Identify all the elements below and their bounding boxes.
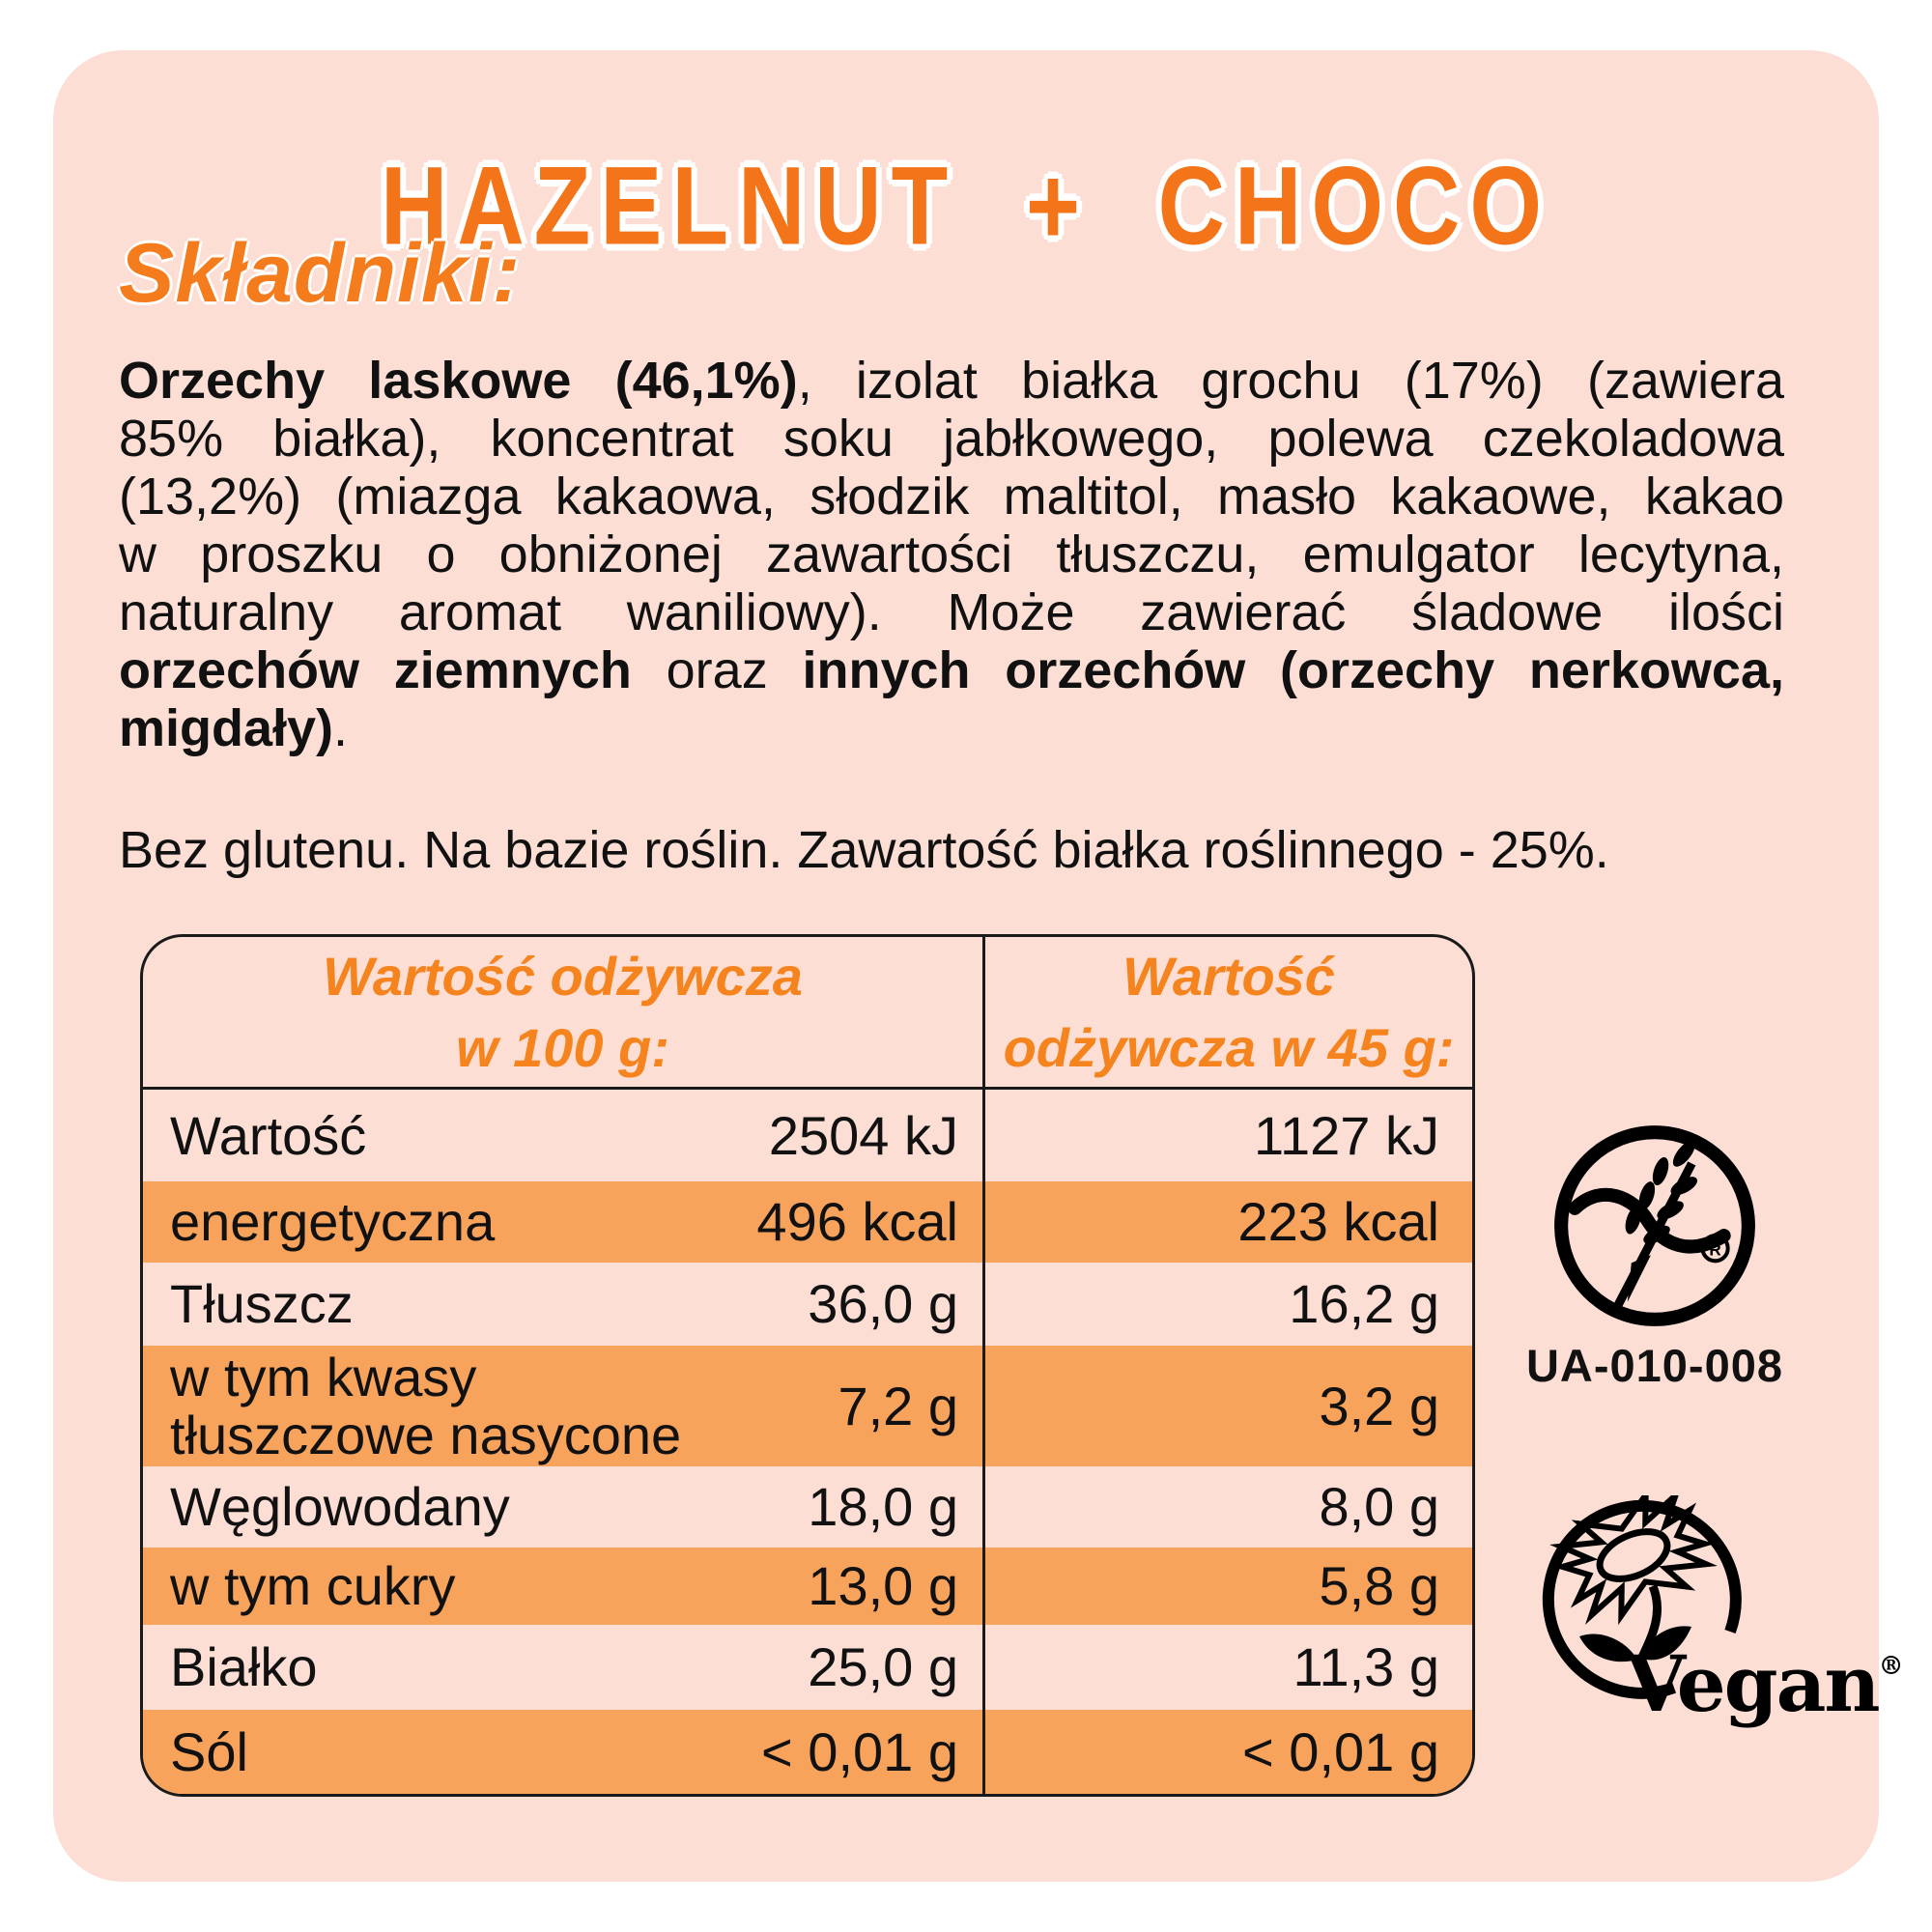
ingredients-line: Orzechy laskowe (46,1%), izolat białka g…	[119, 352, 1784, 410]
table-row: w tym cukry 13,0 g 5,8 g	[143, 1548, 1472, 1625]
vegan-certification: Vegan®	[1541, 1485, 1904, 1814]
vegan-sunflower-icon	[1542, 1485, 1742, 1699]
registered-mark: R	[1709, 1239, 1721, 1259]
value-per-45g: 8,0 g	[1319, 1476, 1439, 1537]
table-row: w tym kwasy tłuszczowe nasycone 7,2 g 3,2…	[143, 1346, 1472, 1466]
ingredients-line: (13,2%) (miazga kakaowa, słodzik maltito…	[119, 468, 1784, 526]
ingredients-line: w proszku o obniżonej zawartości tłuszcz…	[119, 526, 1784, 583]
row-label: Węglowodany	[170, 1476, 510, 1537]
row-label: energetyczna	[170, 1191, 496, 1252]
value-per-45g: < 0,01 g	[1242, 1720, 1439, 1782]
allergen-bold: orzechów ziemnych	[119, 641, 632, 699]
value-per-100g: 25,0 g	[808, 1636, 958, 1697]
ingredients-line: 85% białka), koncentrat soku jabłkowego,…	[119, 410, 1784, 468]
value-per-45g: 1127 kJ	[1254, 1104, 1439, 1166]
ingredient-text: oraz	[631, 641, 803, 699]
row-label: w tym kwasy tłuszczowe nasycone	[170, 1346, 682, 1465]
gluten-free-certification: R UA-010-008	[1500, 1119, 1809, 1392]
crossed-grain-icon: R	[1554, 1125, 1755, 1326]
ingredient-text: , izolat białka grochu (17%) (zawiera	[797, 352, 1784, 410]
row-label: Wartość	[170, 1104, 367, 1166]
ingredients-heading: Składniki:	[119, 227, 522, 320]
value-per-45g: 3,2 g	[1319, 1375, 1439, 1436]
ingredient-text: .	[333, 699, 349, 757]
value-per-100g: < 0,01 g	[761, 1720, 958, 1782]
value-per-100g: 18,0 g	[808, 1476, 958, 1537]
value-per-100g: 2504 kJ	[768, 1104, 958, 1166]
row-label: Tłuszcz	[170, 1273, 354, 1334]
row-label: Sól	[170, 1720, 248, 1782]
header-per-45g: Wartość odżywcza w 45 g:	[1003, 945, 1455, 1078]
row-label: w tym cukry	[170, 1555, 456, 1616]
value-per-100g: 36,0 g	[808, 1273, 958, 1334]
vegan-wordmark: Vegan®	[1626, 1638, 1904, 1729]
value-per-45g: 16,2 g	[1289, 1273, 1439, 1334]
dietary-claims: Bez glutenu. Na bazie roślin. Zawartość …	[119, 821, 1609, 879]
ingredients-line: orzechów ziemnych oraz innych orzechów (…	[119, 641, 1784, 699]
ingredient-text: 85% białka), koncentrat soku jabłkowego,…	[119, 410, 1784, 468]
table-row: Tłuszcz 36,0 g 16,2 g	[143, 1263, 1472, 1346]
ingredient-bold: Orzechy laskowe (46,1%)	[119, 352, 798, 410]
value-per-45g: 5,8 g	[1319, 1555, 1439, 1616]
ingredient-text: naturalny aromat waniliowy). Może zawier…	[119, 583, 1784, 641]
row-label: Białko	[170, 1636, 318, 1697]
nutrition-table: Wartość odżywcza w 100 g: Wartość odżywc…	[140, 934, 1475, 1797]
table-row: Wartość 2504 kJ 1127 kJ	[143, 1090, 1472, 1181]
table-row: energetyczna 496 kcal 223 kcal	[143, 1181, 1472, 1263]
gluten-free-code: UA-010-008	[1525, 1340, 1784, 1391]
allergen-bold: migdały)	[119, 699, 334, 757]
ingredient-text: (13,2%) (miazga kakaowa, słodzik maltito…	[119, 468, 1784, 526]
registered-mark: ®	[1878, 1652, 1904, 1681]
vegan-label: Vegan	[1626, 1638, 1881, 1729]
table-row: Węglowodany 18,0 g 8,0 g	[143, 1466, 1472, 1548]
nutrition-table-header-row: Wartość odżywcza w 100 g: Wartość odżywc…	[143, 937, 1472, 1090]
value-per-45g: 223 kcal	[1237, 1191, 1439, 1252]
value-per-100g: 13,0 g	[808, 1555, 958, 1616]
ingredients-line: migdały).	[119, 699, 1784, 757]
table-row: Białko 25,0 g 11,3 g	[143, 1625, 1472, 1710]
ingredient-text: w proszku o obniżonej zawartości tłuszcz…	[119, 526, 1784, 583]
product-title: HAZELNUT + CHOCO	[381, 144, 1551, 269]
label-card: HAZELNUT + CHOCO Składniki: Orzechy lask…	[53, 50, 1904, 1882]
value-per-45g: 11,3 g	[1293, 1636, 1439, 1697]
ingredients-paragraph: Orzechy laskowe (46,1%), izolat białka g…	[119, 352, 1784, 757]
ingredients-line: naturalny aromat waniliowy). Może zawier…	[119, 583, 1784, 641]
allergen-bold: innych orzechów (orzechy nerkowca,	[802, 641, 1784, 699]
value-per-100g: 7,2 g	[838, 1375, 958, 1436]
header-per-100g: Wartość odżywcza w 100 g:	[143, 937, 985, 1087]
table-row: Sól < 0,01 g < 0,01 g	[143, 1710, 1472, 1794]
value-per-100g: 496 kcal	[756, 1191, 958, 1252]
